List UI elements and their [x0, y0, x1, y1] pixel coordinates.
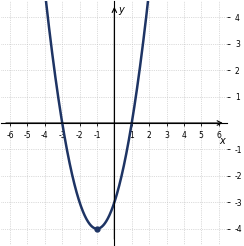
Text: y: y	[119, 5, 124, 15]
Text: x: x	[219, 136, 225, 146]
